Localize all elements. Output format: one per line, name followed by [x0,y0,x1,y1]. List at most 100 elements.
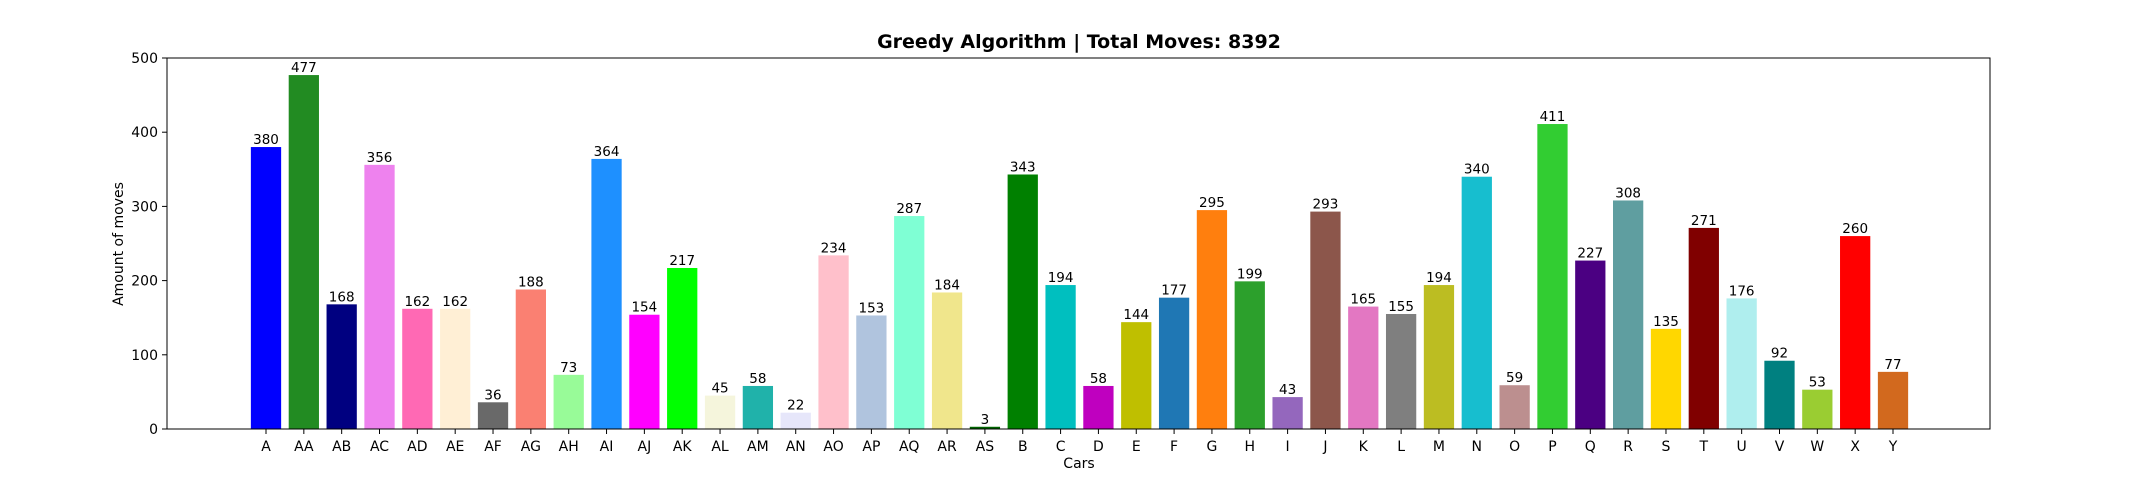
bar-w [1802,389,1833,429]
bar-j [1310,211,1341,429]
bar-al [704,395,736,429]
x-tick-label: AE [446,439,464,455]
x-tick-label: P [1548,439,1556,455]
data-label: 194 [1426,270,1452,286]
x-tick-label: AO [823,439,843,455]
x-tick-label: Q [1585,439,1596,455]
x-tick-label: U [1737,439,1747,455]
bar-a [250,147,282,430]
data-label: 36 [484,387,501,403]
data-label: 287 [896,201,922,217]
bar-ah [553,374,584,429]
data-label: 53 [1809,375,1826,391]
data-label: 45 [711,381,728,397]
chart-title: Greedy Algorithm | Total Moves: 8392 [877,31,1281,53]
y-tick-label: 300 [131,199,158,215]
data-label: 162 [404,294,430,310]
x-tick-label: T [1699,439,1709,455]
bar-ac [364,164,395,429]
bar-as [969,426,1001,429]
x-tick-label: W [1810,439,1824,455]
bar-f [1158,297,1190,429]
bar-p [1537,124,1568,430]
x-tick-label: D [1093,439,1104,455]
y-tick-label: 200 [131,274,158,290]
data-label: 364 [594,144,620,160]
data-labels: 380 477 168 356 162 162 36 188 73 364 154 217 45 58 22… [253,60,1901,428]
x-tick-label: V [1775,439,1785,455]
x-tick-label: AH [559,439,579,455]
x-tick-label: N [1472,439,1482,455]
bar-r [1613,200,1644,429]
x-tick-label: AB [332,439,351,455]
bar-ak [667,267,698,429]
data-label: 217 [669,253,695,269]
x-tick-label: AC [370,439,389,455]
x-tick-label: S [1662,439,1671,455]
bar-ai [591,158,622,430]
bar-s [1650,328,1682,429]
bar-ab [326,304,357,429]
x-tick-label: AF [484,439,502,455]
bar-ag [515,289,546,429]
bar-af [477,402,509,429]
data-label: 199 [1237,266,1263,282]
data-label: 380 [253,132,279,148]
data-label: 356 [367,150,393,166]
bar-e [1121,322,1152,429]
data-label: 165 [1350,292,1376,308]
y-axis-ticks: 0 100 200 300 400 500 [131,51,167,438]
x-tick-label: H [1245,439,1256,455]
x-tick-label: AQ [899,439,919,455]
x-tick-label: C [1056,439,1066,455]
data-label: 58 [749,371,766,387]
x-tick-label: R [1623,439,1633,455]
bar-ao [818,255,849,429]
bar-v [1764,360,1795,429]
x-tick-label: F [1170,439,1178,455]
bar-am [742,385,774,429]
data-label: 168 [329,289,355,305]
data-label: 194 [1048,270,1074,286]
x-tick-label: AK [673,439,693,455]
data-label: 92 [1771,346,1788,362]
data-label: 77 [1884,357,1901,373]
x-tick-label: O [1509,439,1520,455]
data-label: 293 [1313,197,1339,213]
bar-x [1840,236,1871,429]
data-label: 260 [1842,221,1868,237]
bar-d [1083,385,1114,429]
data-label: 176 [1729,283,1755,299]
bar-ad [402,308,433,429]
data-label: 411 [1540,109,1566,125]
bar-ar [931,292,963,429]
bar-aa [288,75,319,429]
data-label: 477 [291,60,317,76]
data-label: 227 [1577,246,1603,262]
bar-ae [440,308,471,429]
data-label: 271 [1691,213,1717,229]
bar-q [1575,260,1606,429]
bar-ap [856,315,887,429]
bar-c [1045,285,1076,429]
y-axis-label: Amount of moves [111,182,127,306]
bar-n [1461,176,1492,429]
bar-an [780,412,811,429]
x-tick-label: AP [862,439,880,455]
x-tick-label: AM [747,439,769,455]
bar-t [1688,227,1719,429]
x-tick-label: K [1359,439,1369,455]
x-tick-label: I [1286,439,1290,455]
data-label: 144 [1123,307,1149,323]
x-tick-label: Y [1888,439,1898,455]
data-label: 73 [560,360,577,376]
x-tick-label: AD [407,439,427,455]
data-label: 162 [442,294,468,310]
data-label: 43 [1279,382,1296,398]
data-label: 58 [1090,371,1107,387]
x-tick-label: J [1322,439,1327,455]
bar-h [1234,281,1265,429]
data-label: 234 [821,240,847,256]
data-label: 59 [1506,370,1523,386]
x-tick-label: AN [786,439,806,455]
